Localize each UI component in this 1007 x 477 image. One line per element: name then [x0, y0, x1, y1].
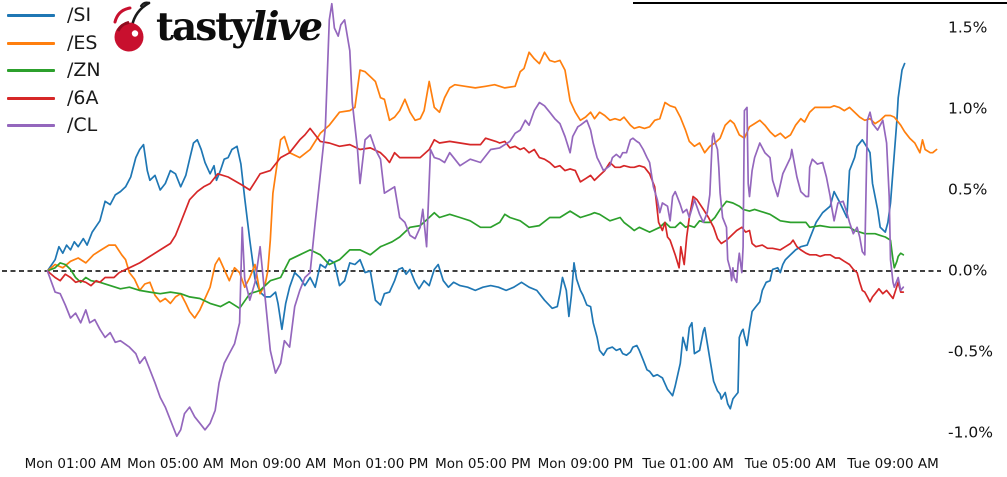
- series-line-es: [46, 51, 938, 319]
- series-line-si: [46, 62, 906, 410]
- y-tick-label-1.5%: 1.5%: [948, 18, 988, 37]
- y-tick-label-0.5%: 0.5%: [948, 180, 988, 199]
- series-line-6a: [46, 127, 905, 303]
- legend-item-si: /SI: [7, 2, 101, 30]
- legend-label-es: /ES: [67, 31, 98, 54]
- x-tick-label-4: Mon 05:00 PM: [435, 456, 531, 472]
- legend-swatch-es: [7, 41, 55, 45]
- legend-item-6a: /6A: [7, 85, 101, 113]
- x-tick-label-0: Mon 01:00 AM: [24, 456, 122, 472]
- y-tick-label-0.0%: 0.0%: [948, 261, 988, 280]
- legend-item-cl: /CL: [7, 112, 101, 140]
- x-tick-label-6: Tue 01:00 AM: [642, 456, 734, 472]
- top-border-line: [633, 2, 1007, 4]
- x-tick-label-2: Mon 09:00 AM: [229, 456, 327, 472]
- legend-item-zn: /ZN: [7, 57, 101, 85]
- legend-label-zn: /ZN: [67, 59, 101, 82]
- cherry-icon: [113, 1, 151, 52]
- legend-swatch-6a: [7, 96, 55, 100]
- legend-label-si: /SI: [67, 4, 92, 27]
- x-tick-label-1: Mon 05:00 AM: [127, 456, 224, 472]
- x-tick-label-3: Mon 01:00 PM: [332, 456, 429, 472]
- legend-swatch-zn: [7, 69, 55, 73]
- legend-item-es: /ES: [7, 30, 101, 58]
- legend-swatch-cl: [7, 124, 55, 128]
- legend-label-6a: /6A: [67, 86, 99, 109]
- series-line-zn: [46, 200, 905, 310]
- y-tick-label-1.0%: 1.0%: [948, 99, 988, 118]
- y-tick-label--0.5%: -0.5%: [948, 342, 993, 361]
- chart-legend: /SI /ES /ZN /6A /CL: [7, 2, 101, 140]
- tastylive-logo: tastylive: [110, 0, 323, 54]
- x-tick-label-5: Mon 09:00 PM: [537, 456, 634, 472]
- legend-swatch-si: [7, 14, 55, 18]
- series-line-cl: [46, 2, 905, 438]
- x-tick-label-8: Tue 09:00 AM: [847, 456, 939, 472]
- brand-wordmark: tastylive: [156, 3, 323, 50]
- y-tick-label--1.0%: -1.0%: [948, 423, 993, 442]
- x-tick-label-7: Tue 05:00 AM: [744, 456, 837, 472]
- legend-label-cl: /CL: [67, 114, 98, 137]
